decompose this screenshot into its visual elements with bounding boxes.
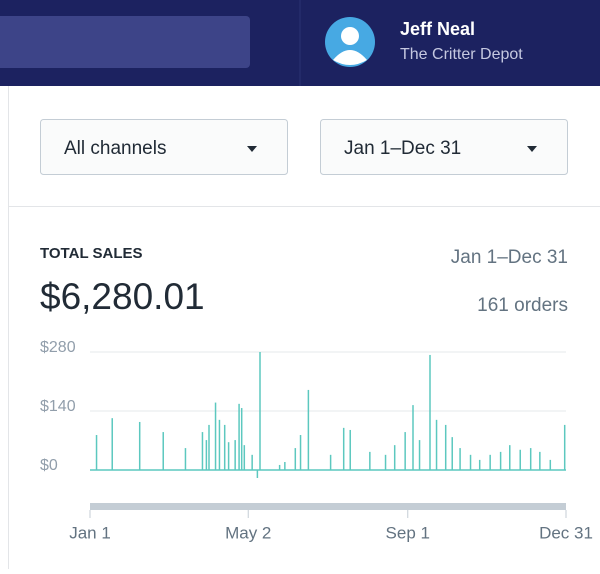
y-tick-label: $140 [40,398,76,415]
metric-range: Jan 1–Dec 31 [451,247,568,268]
x-tick-label: Jan 1 [69,523,111,542]
x-tick-label: Dec 31 [539,523,593,542]
x-tick-label: May 2 [225,523,271,542]
caret [247,146,257,152]
avatar-head [341,27,359,45]
store-name: The Critter Depot [400,46,523,63]
dropdown-label: Jan 1–Dec 31 [344,138,461,159]
avatar-body [333,50,367,65]
dropdown-label: All channels [64,138,166,159]
metric-label: TOTAL SALES [40,245,143,262]
channel-dropdown[interactable] [40,119,288,175]
caret [527,146,537,152]
date-dropdown[interactable] [320,119,568,175]
y-tick-label: $0 [40,457,58,474]
y-tick-label: $280 [40,339,76,356]
x-tick-label: Sep 1 [386,523,430,542]
search-box[interactable] [0,16,250,68]
metric-total: $6,280.01 [40,276,205,317]
metric-orders: 161 orders [477,295,568,316]
user-name: Jeff Neal [400,19,475,39]
range-bar [90,503,566,510]
